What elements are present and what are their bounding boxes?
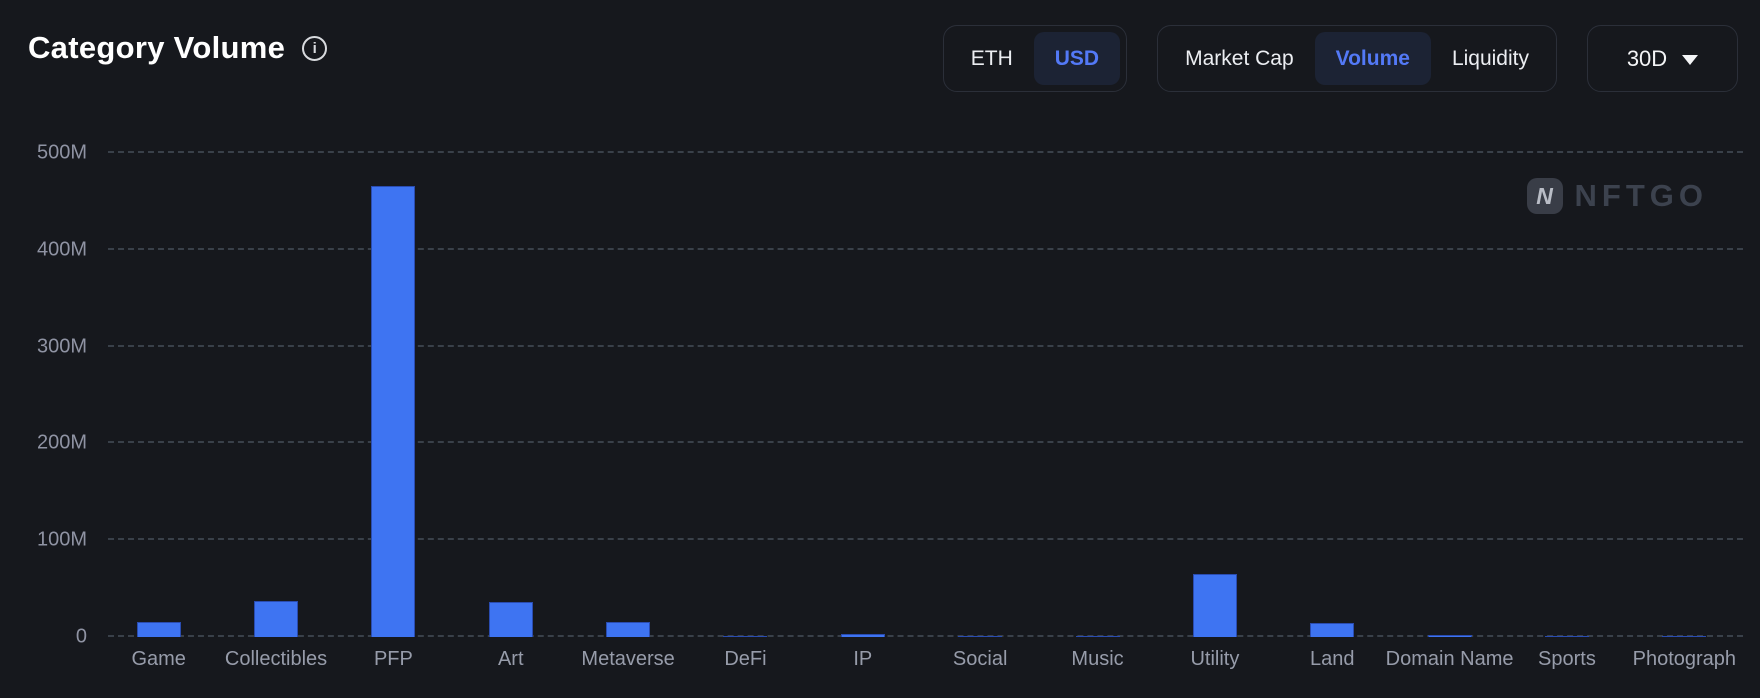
bar-metaverse[interactable] [606,622,651,637]
x-tick-music: Music [1071,648,1124,670]
x-tick-sports: Sports [1538,648,1596,670]
bar-music[interactable] [1075,636,1120,637]
bar-game[interactable] [136,621,181,637]
y-tick-500M: 500M [36,141,87,164]
chart-gridlines [100,151,1743,637]
bar-defi[interactable] [723,635,768,637]
x-tick-domain-name: Domain Name [1385,648,1514,670]
page-title: Category Volume [28,30,286,65]
y-tick-400M: 400M [36,238,87,261]
metric-toggle: Market Cap Volume Liquidity [1157,25,1557,92]
x-tick-utility: Utility [1190,648,1240,670]
metric-option-volume[interactable]: Volume [1314,32,1431,85]
bar-photograph[interactable] [1662,636,1707,637]
bar-sports[interactable] [1544,636,1589,637]
currency-option-usd[interactable]: USD [1033,32,1121,85]
x-tick-pfp: PFP [373,648,413,670]
info-icon[interactable]: i [302,35,328,61]
y-tick-200M: 200M [36,431,87,454]
currency-toggle: ETH USD [942,25,1128,92]
metric-option-liquidity[interactable]: Liquidity [1451,46,1529,70]
gridline-100M [108,538,1743,541]
gridline-200M [108,441,1743,444]
gridline-400M [108,247,1743,250]
y-tick-0: 0 [75,625,87,648]
x-tick-art: Art [497,648,524,670]
x-tick-land: Land [1310,648,1355,670]
y-axis-labels: 0 100M 200M 300M 400M 500M [0,142,87,648]
currency-option-eth[interactable]: ETH [970,46,1013,70]
bar-collectibles[interactable] [254,601,299,637]
chart-controls: ETH USD Market Cap Volume Liquidity 30D [942,25,1738,92]
chart-header: Category Volume i [28,30,328,66]
y-tick-100M: 100M [36,528,87,551]
bar-chart-plot [100,153,1743,637]
gridline-500M [108,151,1743,153]
time-range-value: 30D [1626,45,1668,71]
x-tick-metaverse: Metaverse [581,648,675,670]
bar-domain-name[interactable] [1427,635,1472,637]
x-tick-game: Game [131,648,186,670]
x-tick-defi: DeFi [724,648,767,670]
bar-utility[interactable] [1192,574,1237,637]
x-tick-social: Social [952,648,1008,670]
bar-art[interactable] [488,602,533,637]
x-tick-collectibles: Collectibles [224,648,328,670]
bar-land[interactable] [1310,623,1355,637]
metric-option-market-cap[interactable]: Market Cap [1185,46,1294,70]
x-tick-ip: IP [853,648,873,670]
time-range-dropdown[interactable]: 30D [1587,25,1738,92]
gridline-300M [108,344,1743,347]
bar-social[interactable] [958,635,1003,637]
x-axis-labels: Game Collectibles PFP Art Metaverse DeFi IP Soc… [100,648,1743,678]
x-tick-photograph: Photograph [1632,648,1737,670]
bar-pfp[interactable] [371,185,416,637]
bar-ip[interactable] [840,634,885,637]
y-tick-300M: 300M [36,335,87,358]
chevron-down-icon [1682,55,1699,65]
gridline-0 [108,635,1743,637]
